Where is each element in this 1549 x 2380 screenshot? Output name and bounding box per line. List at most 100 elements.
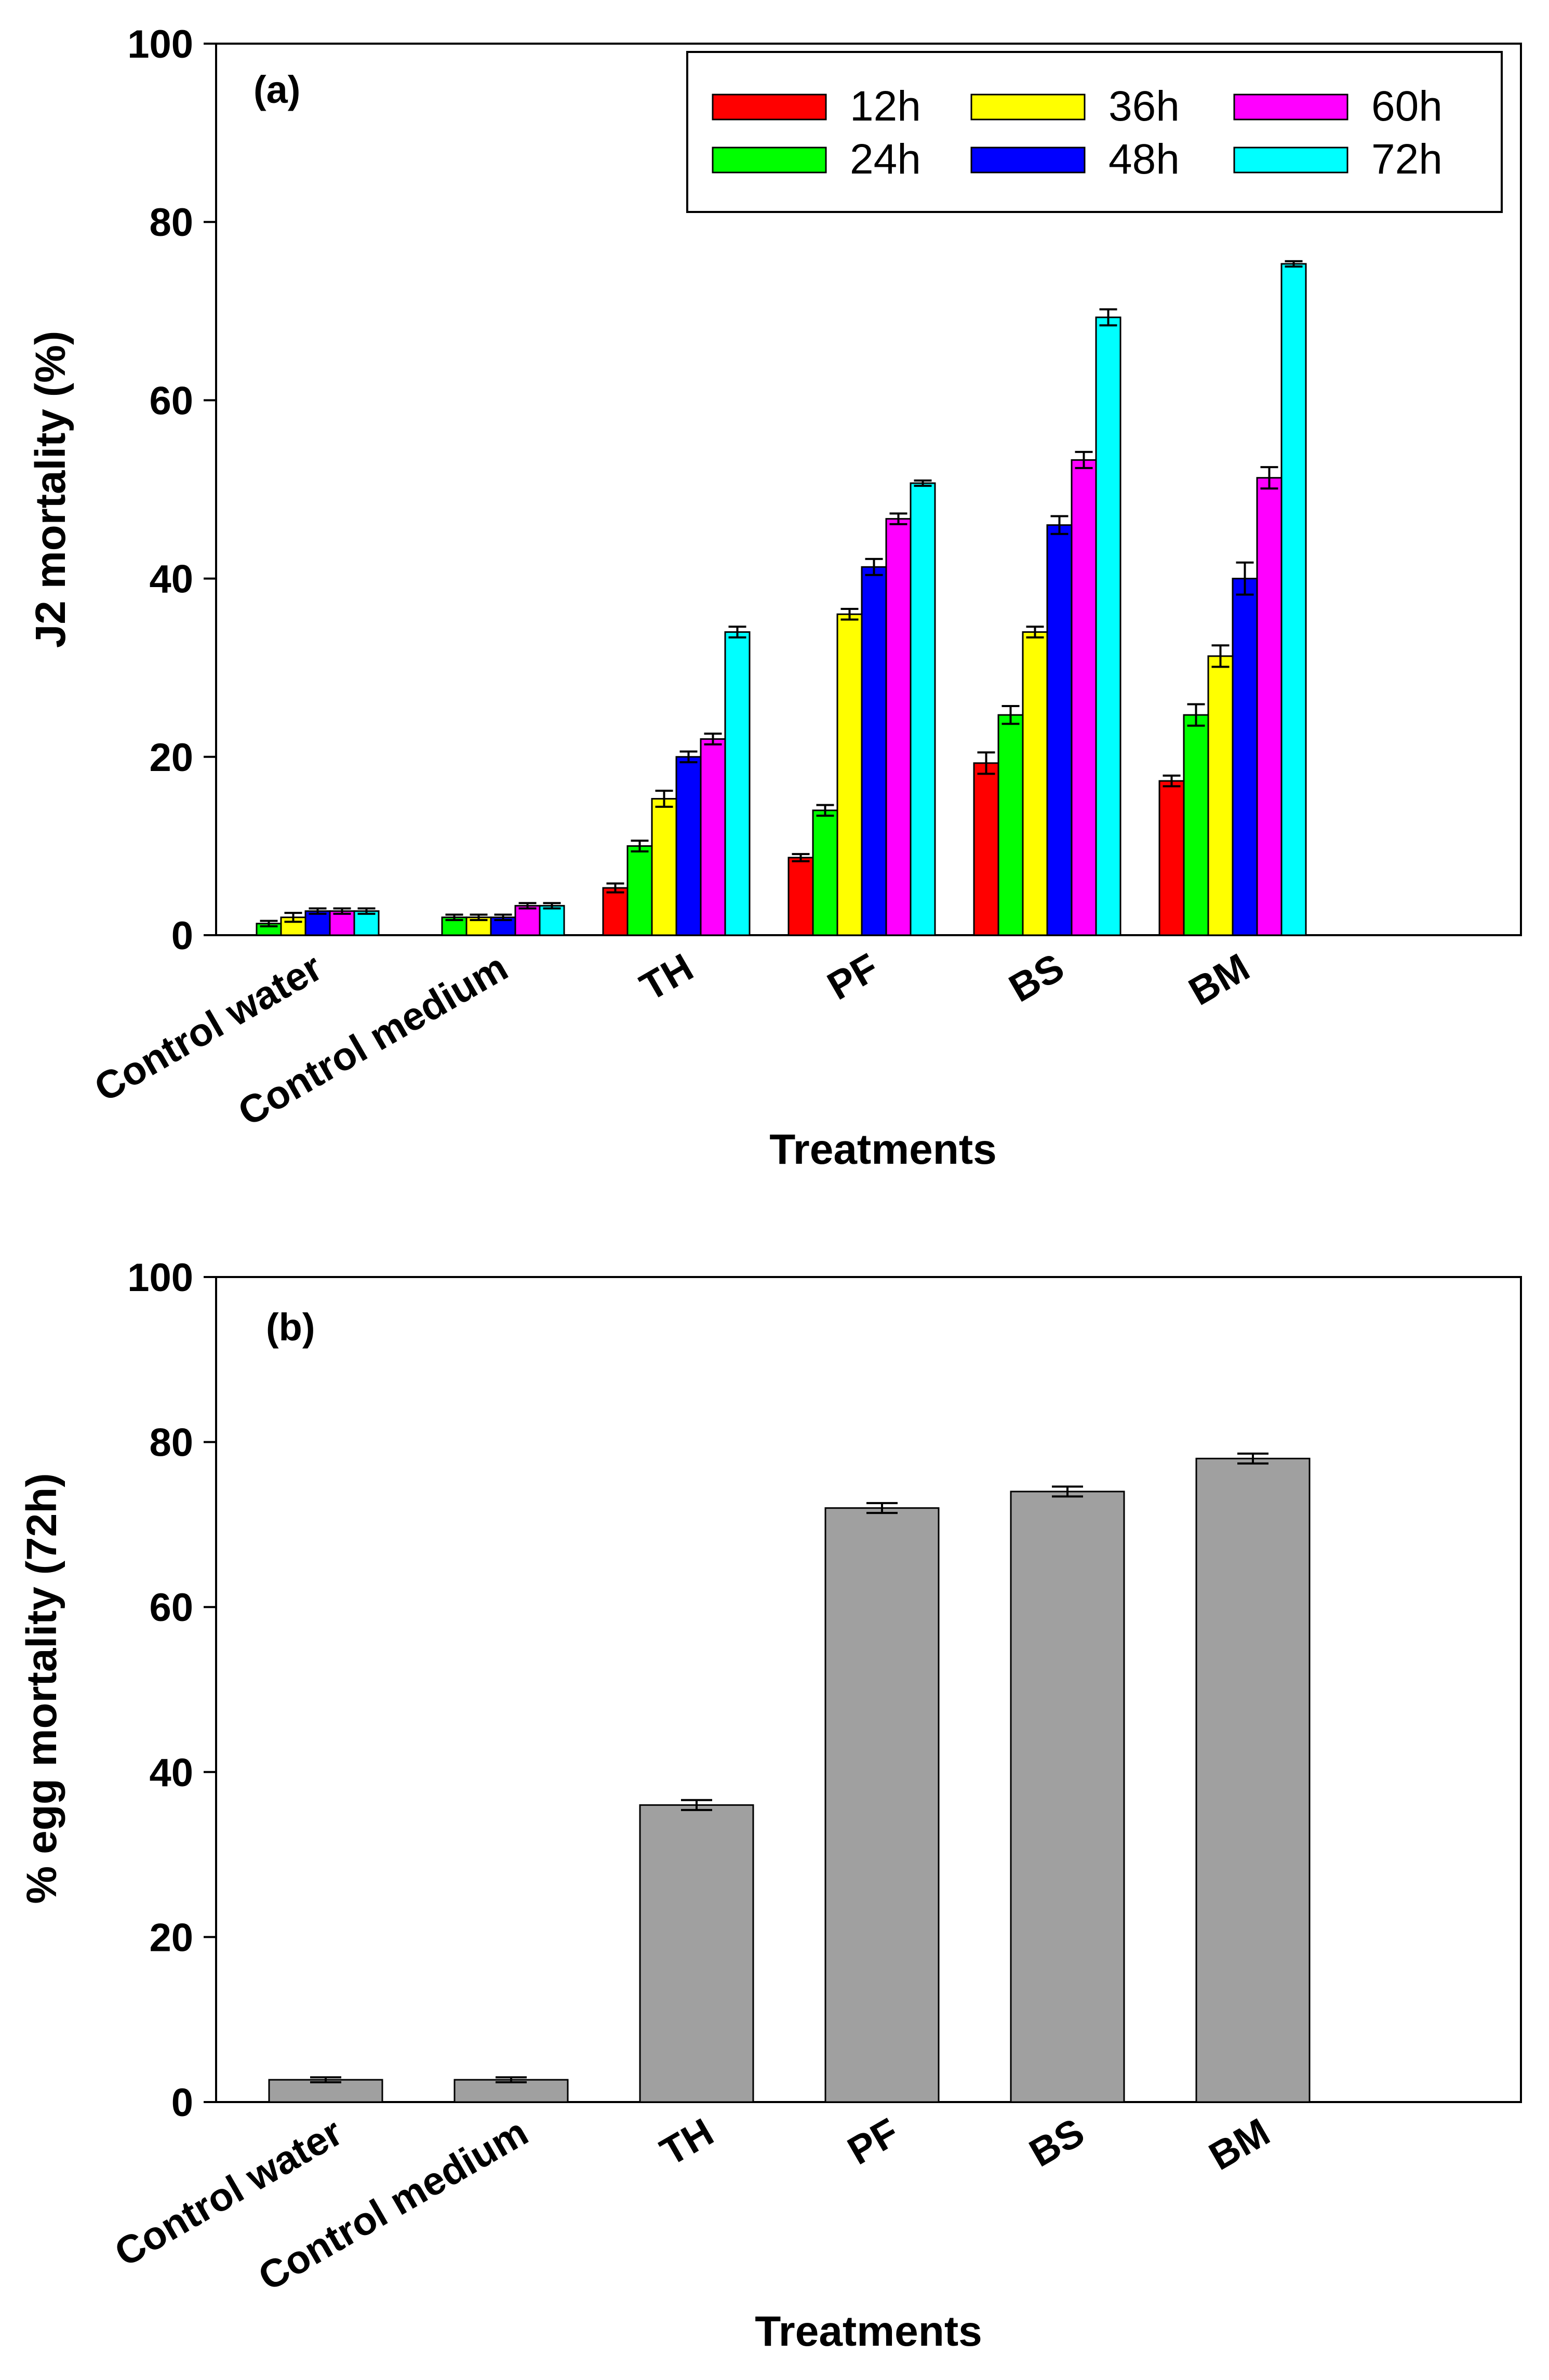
bar-a-pf-72h: [910, 482, 936, 936]
error-bar-a-bs-36h: [1026, 626, 1044, 639]
error-bar-a-th-12h: [606, 882, 624, 894]
legend-swatch-12h: [712, 94, 827, 121]
error-bar-a-bs-12h: [977, 751, 995, 775]
bar-b-bs-72h: [1010, 1491, 1125, 2103]
bar-b-bm-72h: [1195, 1457, 1311, 2103]
error-bar-a-control-medium-72h: [543, 902, 561, 910]
legend-label-60h: 60h: [1371, 83, 1443, 130]
bar-a-bm-60h: [1256, 477, 1283, 936]
bar-a-th-60h: [700, 738, 726, 936]
error-bar-a-bm-12h: [1163, 774, 1181, 788]
y-tick-label-b-20: 20: [149, 1916, 193, 1960]
legend-swatch-60h: [1233, 94, 1348, 121]
error-bar-b-th-72h: [681, 1799, 712, 1811]
legend-swatch-72h: [1233, 147, 1348, 174]
y-axis-title-b: % egg mortality (72h): [18, 1473, 65, 1904]
y-axis-a: 0 20 40 60 80 100: [127, 22, 216, 958]
y-tick-label-a-20: 20: [149, 736, 193, 780]
bar-a-bs-60h: [1071, 459, 1097, 936]
bar-a-control-medium-60h: [514, 905, 541, 936]
error-bar-a-pf-24h: [816, 804, 834, 817]
error-bar-a-pf-36h: [840, 607, 859, 621]
error-bar-a-bs-60h: [1075, 450, 1093, 469]
error-bar-a-bm-36h: [1211, 644, 1230, 668]
bar-a-bs-72h: [1095, 316, 1121, 936]
legend-label-72h: 72h: [1371, 136, 1443, 183]
y-axis-b: 0 20 40 60 80 100: [127, 1256, 216, 2125]
bar-a-pf-12h: [787, 857, 814, 936]
error-bar-b-bs-72h: [1052, 1485, 1083, 1498]
bar-a-bs-48h: [1046, 524, 1073, 936]
x-axis-title-a: Treatments: [769, 1126, 997, 1173]
bar-a-pf-48h: [861, 566, 887, 936]
y-tick-label-a-80: 80: [149, 201, 193, 245]
legend: 12h 24h 36h 48h 60h 72h: [686, 51, 1503, 213]
error-bar-b-control-medium-72h: [496, 2076, 527, 2083]
bar-a-bm-72h: [1280, 263, 1307, 936]
y-tick-label-a-40: 40: [149, 557, 193, 602]
bar-a-pf-36h: [836, 613, 863, 936]
error-bar-a-bs-24h: [1001, 704, 1020, 725]
y-tick-label-a-60: 60: [149, 379, 193, 423]
bar-a-th-48h: [675, 756, 702, 936]
legend-swatch-36h: [970, 94, 1086, 121]
error-bar-a-th-60h: [704, 733, 722, 746]
bar-a-bm-24h: [1183, 714, 1209, 936]
error-bar-a-pf-72h: [914, 479, 932, 487]
error-bar-a-control-water-60h: [333, 907, 351, 915]
bar-a-control-medium-72h: [539, 905, 565, 936]
error-bar-a-control-water-36h: [284, 912, 302, 923]
bar-a-th-12h: [602, 887, 629, 936]
error-bar-a-th-36h: [655, 790, 673, 808]
bar-a-bm-48h: [1232, 578, 1258, 936]
bar-a-bm-36h: [1207, 655, 1234, 936]
error-bar-a-pf-12h: [792, 853, 810, 862]
y-tick-label-a-100: 100: [127, 22, 193, 67]
y-tick-label-b-60: 60: [149, 1586, 193, 1630]
bar-b-th-72h: [639, 1804, 754, 2103]
x-axis-title-b: Treatments: [755, 2308, 982, 2355]
bar-a-control-water-60h: [329, 910, 355, 936]
error-bar-a-control-water-72h: [357, 907, 376, 915]
bar-a-th-36h: [651, 797, 677, 936]
error-bar-a-bm-60h: [1260, 466, 1278, 490]
bar-a-bs-12h: [973, 762, 999, 936]
legend-swatch-24h: [712, 147, 827, 174]
legend-label-12h: 12h: [850, 83, 921, 130]
error-bar-a-bm-24h: [1187, 703, 1205, 727]
error-bar-a-control-medium-48h: [494, 913, 512, 921]
error-bar-b-pf-72h: [866, 1502, 898, 1514]
bar-a-th-72h: [724, 631, 751, 936]
error-bar-a-pf-48h: [865, 557, 883, 576]
error-bar-a-pf-60h: [889, 512, 907, 525]
legend-label-24h: 24h: [850, 136, 921, 183]
panel-label-b: (b): [266, 1306, 315, 1349]
y-tick-label-b-80: 80: [149, 1421, 193, 1465]
error-bar-a-control-water-24h: [260, 920, 278, 927]
error-bar-b-bm-72h: [1237, 1452, 1268, 1465]
bar-b-control-water-72h: [268, 2079, 383, 2103]
error-bar-a-control-water-48h: [309, 907, 327, 915]
error-bar-a-bm-48h: [1236, 561, 1254, 596]
error-bar-a-control-medium-60h: [518, 902, 537, 910]
bar-a-pf-60h: [885, 518, 912, 936]
bars-a: [256, 260, 1307, 936]
bar-a-pf-24h: [812, 809, 838, 936]
bar-a-bs-36h: [1022, 631, 1048, 936]
legend-label-36h: 36h: [1109, 83, 1180, 130]
y-tick-label-b-0: 0: [171, 2081, 193, 2125]
bar-b-pf-72h: [824, 1507, 940, 2103]
y-tick-label-a-0: 0: [171, 914, 193, 958]
error-bar-a-th-48h: [679, 750, 698, 764]
error-bar-a-th-72h: [728, 626, 746, 639]
bar-a-control-water-72h: [353, 910, 380, 936]
legend-label-48h: 48h: [1109, 136, 1180, 183]
bar-a-th-24h: [626, 845, 653, 936]
error-bar-b-control-water-72h: [310, 2076, 341, 2083]
bar-a-bm-12h: [1158, 780, 1185, 936]
error-bar-a-th-24h: [631, 840, 649, 853]
panel-label-a: (a): [253, 68, 300, 111]
y-axis-title-a: J2 mortality (%): [27, 331, 74, 648]
